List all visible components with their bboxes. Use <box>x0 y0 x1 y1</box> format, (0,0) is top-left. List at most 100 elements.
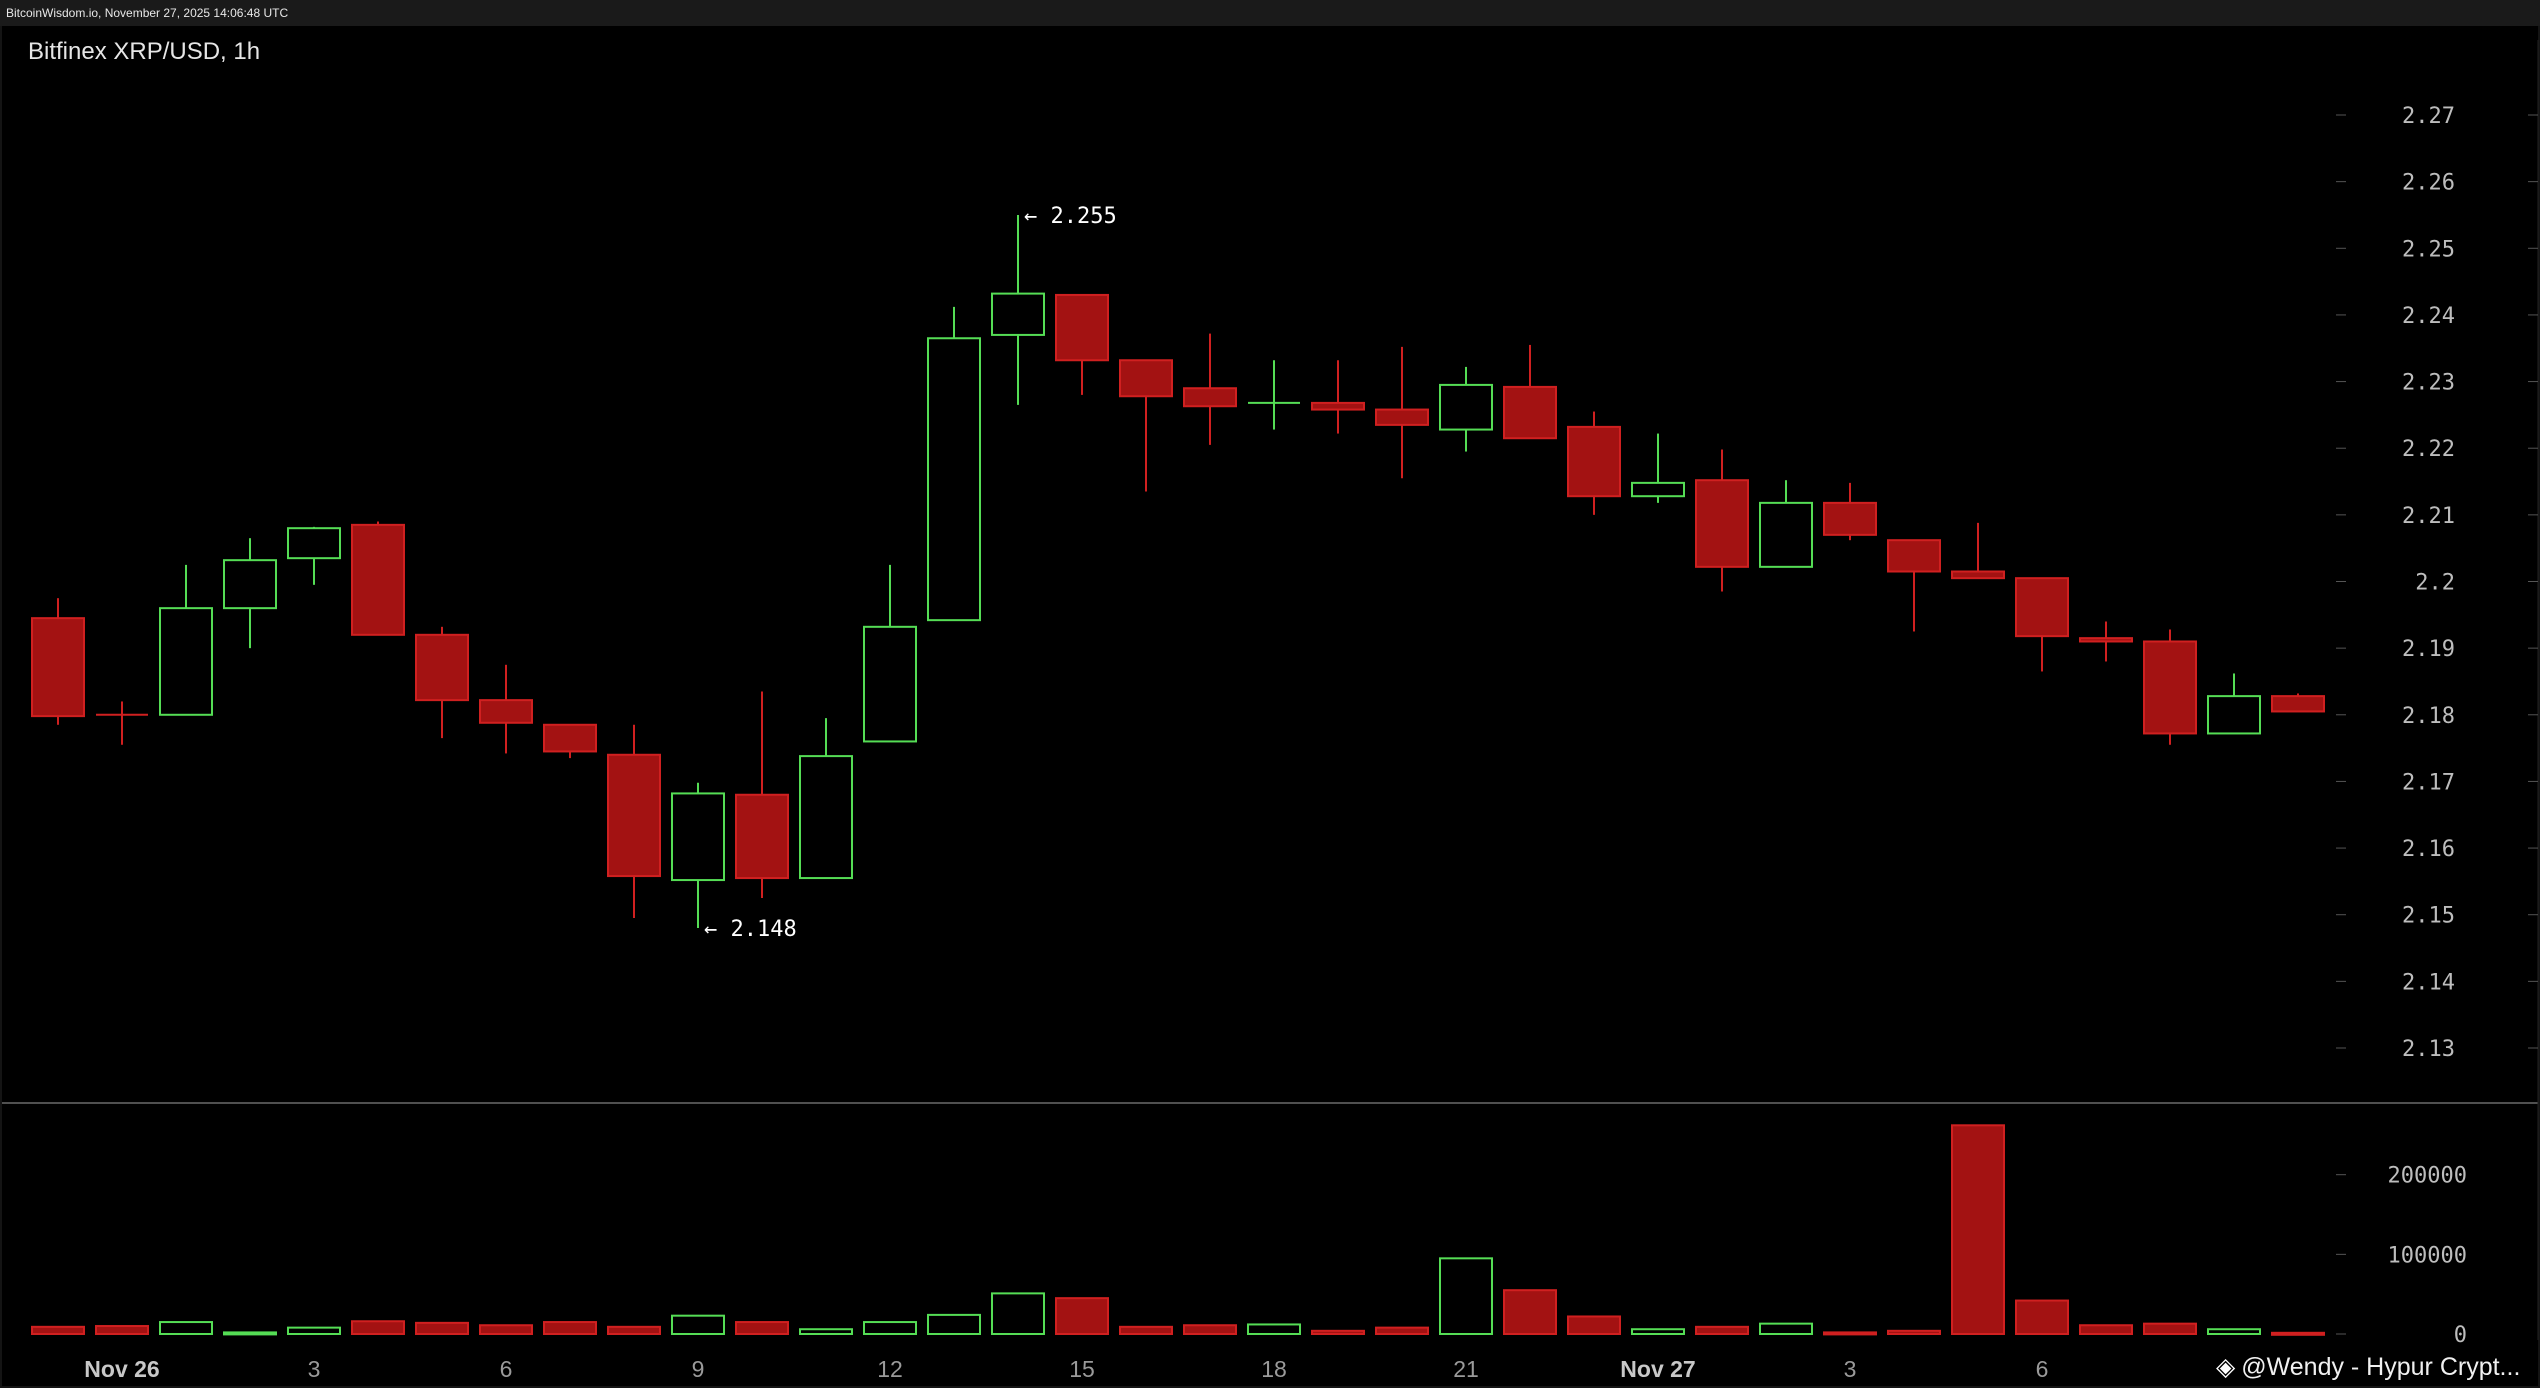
volume-bar <box>1375 1326 1429 1335</box>
candle-body <box>799 755 853 880</box>
price-tick-label: 2.24 <box>2402 304 2455 329</box>
candle-body <box>1503 385 1557 440</box>
volume-bar <box>863 1321 917 1336</box>
price-axis: 2.27 2.26 2.25 2.24 2.23 2.22 2.21 2.2 2.19 2.18 2… <box>2336 104 2538 1062</box>
candle-body <box>415 633 469 702</box>
volume-bar <box>735 1321 789 1336</box>
candle <box>159 564 213 716</box>
time-label: 6 <box>2036 1356 2049 1382</box>
volume-bar <box>1759 1322 1813 1335</box>
time-label: Nov 27 <box>1620 1356 1695 1382</box>
candle-body <box>1439 383 1493 431</box>
candle <box>607 724 661 919</box>
time-label: 3 <box>308 1356 321 1382</box>
candle <box>799 718 853 880</box>
candle <box>1951 522 2005 580</box>
chart-panel[interactable] <box>2 26 2538 1386</box>
volume-bar <box>671 1314 725 1336</box>
candle <box>2079 621 2133 662</box>
top-bar: BitcoinWisdom.io, November 27, 2025 14:0… <box>0 0 2540 26</box>
candle-body <box>287 527 341 560</box>
price-tick-label: 2.22 <box>2402 437 2455 462</box>
candle <box>1375 346 1429 479</box>
source-timestamp: BitcoinWisdom.io, November 27, 2025 14:0… <box>6 6 289 20</box>
volume-bar <box>1119 1325 1173 1336</box>
candle <box>223 538 277 649</box>
volume-bar <box>2271 1331 2325 1336</box>
candle-body <box>159 607 213 716</box>
volume-axis: 200000 100000 0 <box>2336 1164 2467 1348</box>
volume-bar <box>1503 1289 1557 1336</box>
price-annotation: ← 2.148 <box>704 917 797 942</box>
candle-body <box>2271 695 2325 713</box>
candle-body <box>1119 359 1173 398</box>
volume-bar <box>1311 1329 1365 1336</box>
volume-bar <box>479 1324 533 1335</box>
time-label: Nov 26 <box>84 1356 159 1382</box>
candle <box>1248 360 1300 430</box>
price-tick-label: 2.25 <box>2402 237 2455 262</box>
volume-bar <box>1567 1315 1621 1335</box>
volume-bar <box>95 1325 149 1335</box>
candle-body <box>543 723 597 753</box>
candle-body <box>2207 695 2261 735</box>
candle <box>1183 333 1237 445</box>
price-tick-label: 2.17 <box>2402 770 2455 795</box>
volume-bar <box>2015 1299 2069 1335</box>
volume-bar <box>1247 1323 1301 1336</box>
price-tick-label: 2.2 <box>2415 571 2455 596</box>
volume-bar <box>2207 1328 2261 1336</box>
candle-body <box>863 625 917 743</box>
candle-body <box>31 617 85 718</box>
candle <box>1887 539 1941 632</box>
time-label: 9 <box>692 1356 705 1382</box>
volume-bar <box>415 1321 469 1335</box>
volume-tick-label: 100000 <box>2388 1243 2467 1268</box>
volume-bar <box>351 1320 405 1335</box>
candle <box>1439 366 1493 452</box>
price-tick-label: 2.14 <box>2402 970 2455 995</box>
volume-bar <box>31 1325 85 1336</box>
candle-body <box>607 753 661 878</box>
candle <box>96 701 148 745</box>
volume-bar <box>1951 1124 2005 1336</box>
candle-body <box>735 793 789 880</box>
price-tick-label: 2.13 <box>2402 1037 2455 1062</box>
candle <box>927 306 981 622</box>
time-label: 6 <box>500 1356 513 1382</box>
volume-bar <box>1887 1329 1941 1336</box>
candle-body <box>1183 387 1237 408</box>
candle <box>1567 411 1621 515</box>
candle <box>1055 293 1109 395</box>
price-annotation: ← 2.255 <box>1024 204 1117 229</box>
volume-bar <box>927 1313 981 1336</box>
candle-body <box>991 292 1045 336</box>
candle <box>735 691 789 899</box>
candle-body <box>1055 293 1109 362</box>
volume-bar <box>1183 1324 1237 1335</box>
candle <box>287 526 341 585</box>
candle-body <box>2079 637 2133 643</box>
candle <box>1759 480 1813 568</box>
watermark-text: @Wendy - Hypur Crypt... <box>2241 1353 2521 1381</box>
candle <box>1119 359 1173 492</box>
price-tick-label: 2.16 <box>2402 837 2455 862</box>
volume-bar <box>2079 1324 2133 1335</box>
candle <box>1311 360 1365 434</box>
volume-tick-label: 200000 <box>2388 1164 2467 1189</box>
time-label: 12 <box>877 1356 903 1382</box>
price-tick-label: 2.23 <box>2402 371 2455 396</box>
time-label: 3 <box>1844 1356 1857 1382</box>
candle-body <box>1887 539 1941 573</box>
candle <box>1695 449 1749 592</box>
volume-bar <box>991 1292 1045 1335</box>
candle-body <box>351 523 405 636</box>
candle <box>2143 629 2197 745</box>
volume-bar <box>607 1325 661 1336</box>
candle-body <box>1631 481 1685 498</box>
candle <box>991 214 1045 405</box>
price-annotations: ← 2.255 ← 2.148 <box>704 204 1117 942</box>
candle-body <box>1567 425 1621 498</box>
price-tick-label: 2.27 <box>2402 104 2455 129</box>
